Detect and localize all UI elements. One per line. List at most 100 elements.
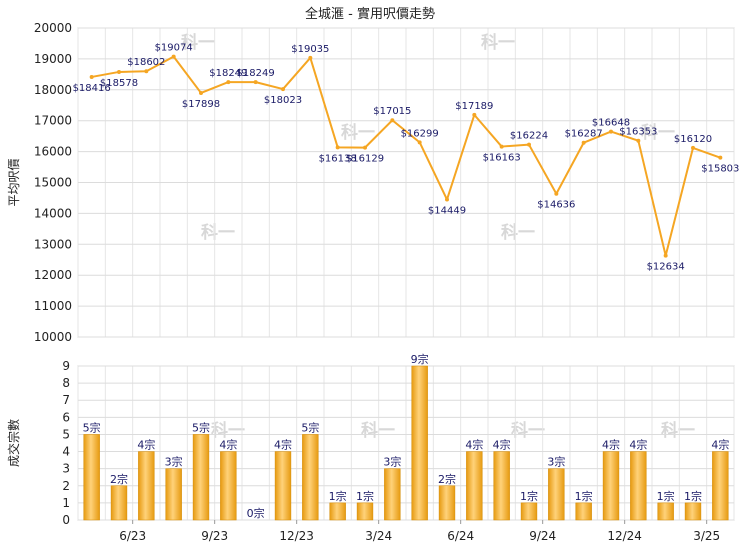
volume-bar (384, 468, 401, 521)
price-line (91, 55, 721, 257)
price-data-label: $18416 (73, 83, 111, 94)
volume-bar (712, 451, 729, 521)
price-point (663, 253, 668, 258)
price-point (636, 138, 641, 143)
price-point (472, 112, 477, 117)
price-tick-label: 19000 (34, 52, 72, 66)
price-data-label: $18249 (209, 68, 247, 79)
price-point (199, 90, 203, 95)
volume-data-label: 3宗 (165, 455, 183, 469)
volume-tick-label: 2 (62, 479, 70, 493)
x-tick-label: 3/25 (693, 529, 720, 543)
volume-data-label: 5宗 (192, 420, 210, 434)
price-point (171, 54, 176, 59)
volume-bar (438, 485, 456, 521)
volume-axis-label: 成交宗數 (6, 419, 21, 467)
volume-data-label: 1宗 (520, 489, 538, 503)
volume-bar (411, 365, 428, 521)
volume-data-label: 3宗 (547, 455, 565, 469)
volume-data-label: 5宗 (301, 420, 319, 434)
price-point (499, 144, 504, 149)
price-point (226, 80, 231, 85)
x-tick-label: 12/24 (607, 529, 642, 543)
volume-data-label: 5宗 (83, 420, 101, 434)
volume-bar (602, 451, 620, 521)
price-tick-label: 16000 (34, 145, 72, 159)
volume-data-label: 4宗 (137, 438, 155, 452)
price-point (308, 55, 313, 60)
volume-data-label: 3宗 (383, 455, 401, 469)
watermark-text: 科一 (641, 122, 675, 143)
volume-bar (220, 451, 237, 521)
volume-tick-label: 9 (62, 359, 70, 373)
price-tick-label: 17000 (34, 114, 72, 128)
volume-bar (138, 451, 155, 521)
price-point (390, 118, 395, 123)
x-tick-label: 6/23 (119, 529, 146, 543)
volume-data-label: 1宗 (356, 489, 374, 503)
price-data-label: $19074 (155, 43, 193, 54)
price-point (718, 155, 723, 160)
volume-data-label: 4宗 (602, 438, 620, 452)
price-data-label: $16163 (483, 153, 521, 164)
price-data-label: $18249 (237, 68, 275, 79)
volume-tick-label: 5 (62, 427, 70, 441)
chart-title: 全城滙 - 實用呎價走勢 (305, 6, 435, 22)
price-tick-label: 18000 (34, 83, 72, 97)
volume-data-label: 1宗 (657, 489, 675, 503)
volume-bar (684, 502, 702, 521)
volume-bar (630, 451, 647, 521)
price-data-label: $18023 (264, 95, 302, 106)
price-point (89, 74, 94, 79)
price-point (281, 87, 285, 92)
volume-bar (165, 468, 182, 521)
price-tick-label: 10000 (34, 330, 72, 344)
price-point (609, 129, 613, 134)
price-data-label: $17015 (373, 106, 411, 117)
price-point (581, 140, 586, 145)
price-tick-label: 14000 (34, 206, 72, 220)
price-data-label: $16129 (346, 154, 384, 165)
price-point (527, 142, 531, 147)
volume-tick-label: 4 (62, 445, 70, 459)
volume-bar (274, 451, 292, 521)
price-data-label: $14636 (537, 200, 575, 211)
volume-tick-label: 8 (62, 376, 70, 390)
volume-bar (657, 502, 674, 521)
volume-bar (520, 502, 538, 521)
watermark-text: 科一 (211, 420, 245, 441)
watermark-text: 科一 (511, 420, 545, 441)
watermark-text: 科一 (181, 32, 215, 53)
price-point (144, 69, 149, 74)
volume-bar (548, 468, 565, 521)
price-point (363, 145, 367, 150)
volume-data-label: 4宗 (465, 438, 483, 452)
watermark-text: 科一 (481, 32, 515, 53)
watermark-text: 科一 (661, 420, 695, 441)
price-data-label: $16120 (674, 134, 712, 145)
volume-data-label: 1宗 (329, 489, 347, 503)
volume-data-label: 9宗 (411, 352, 429, 366)
volume-data-label: 2宗 (110, 472, 128, 486)
volume-tick-label: 0 (62, 513, 70, 527)
watermark-text: 科一 (501, 222, 535, 243)
watermark-text: 科一 (201, 222, 235, 243)
volume-data-label: 2宗 (438, 472, 456, 486)
price-point (335, 145, 340, 150)
volume-data-label: 4宗 (629, 438, 647, 452)
price-point (117, 69, 121, 74)
volume-bar (302, 434, 319, 521)
volume-bar (356, 502, 374, 521)
x-tick-label: 9/23 (201, 529, 228, 543)
volume-tick-label: 3 (62, 462, 70, 476)
price-data-label: $16299 (401, 128, 439, 139)
x-tick-label: 3/24 (365, 529, 392, 543)
volume-data-label: 0宗 (247, 506, 265, 520)
price-tick-label: 13000 (34, 237, 72, 251)
price-data-label: $17189 (455, 101, 493, 112)
volume-bar (466, 451, 483, 521)
price-point (691, 145, 695, 150)
watermark-text: 科一 (341, 122, 375, 143)
